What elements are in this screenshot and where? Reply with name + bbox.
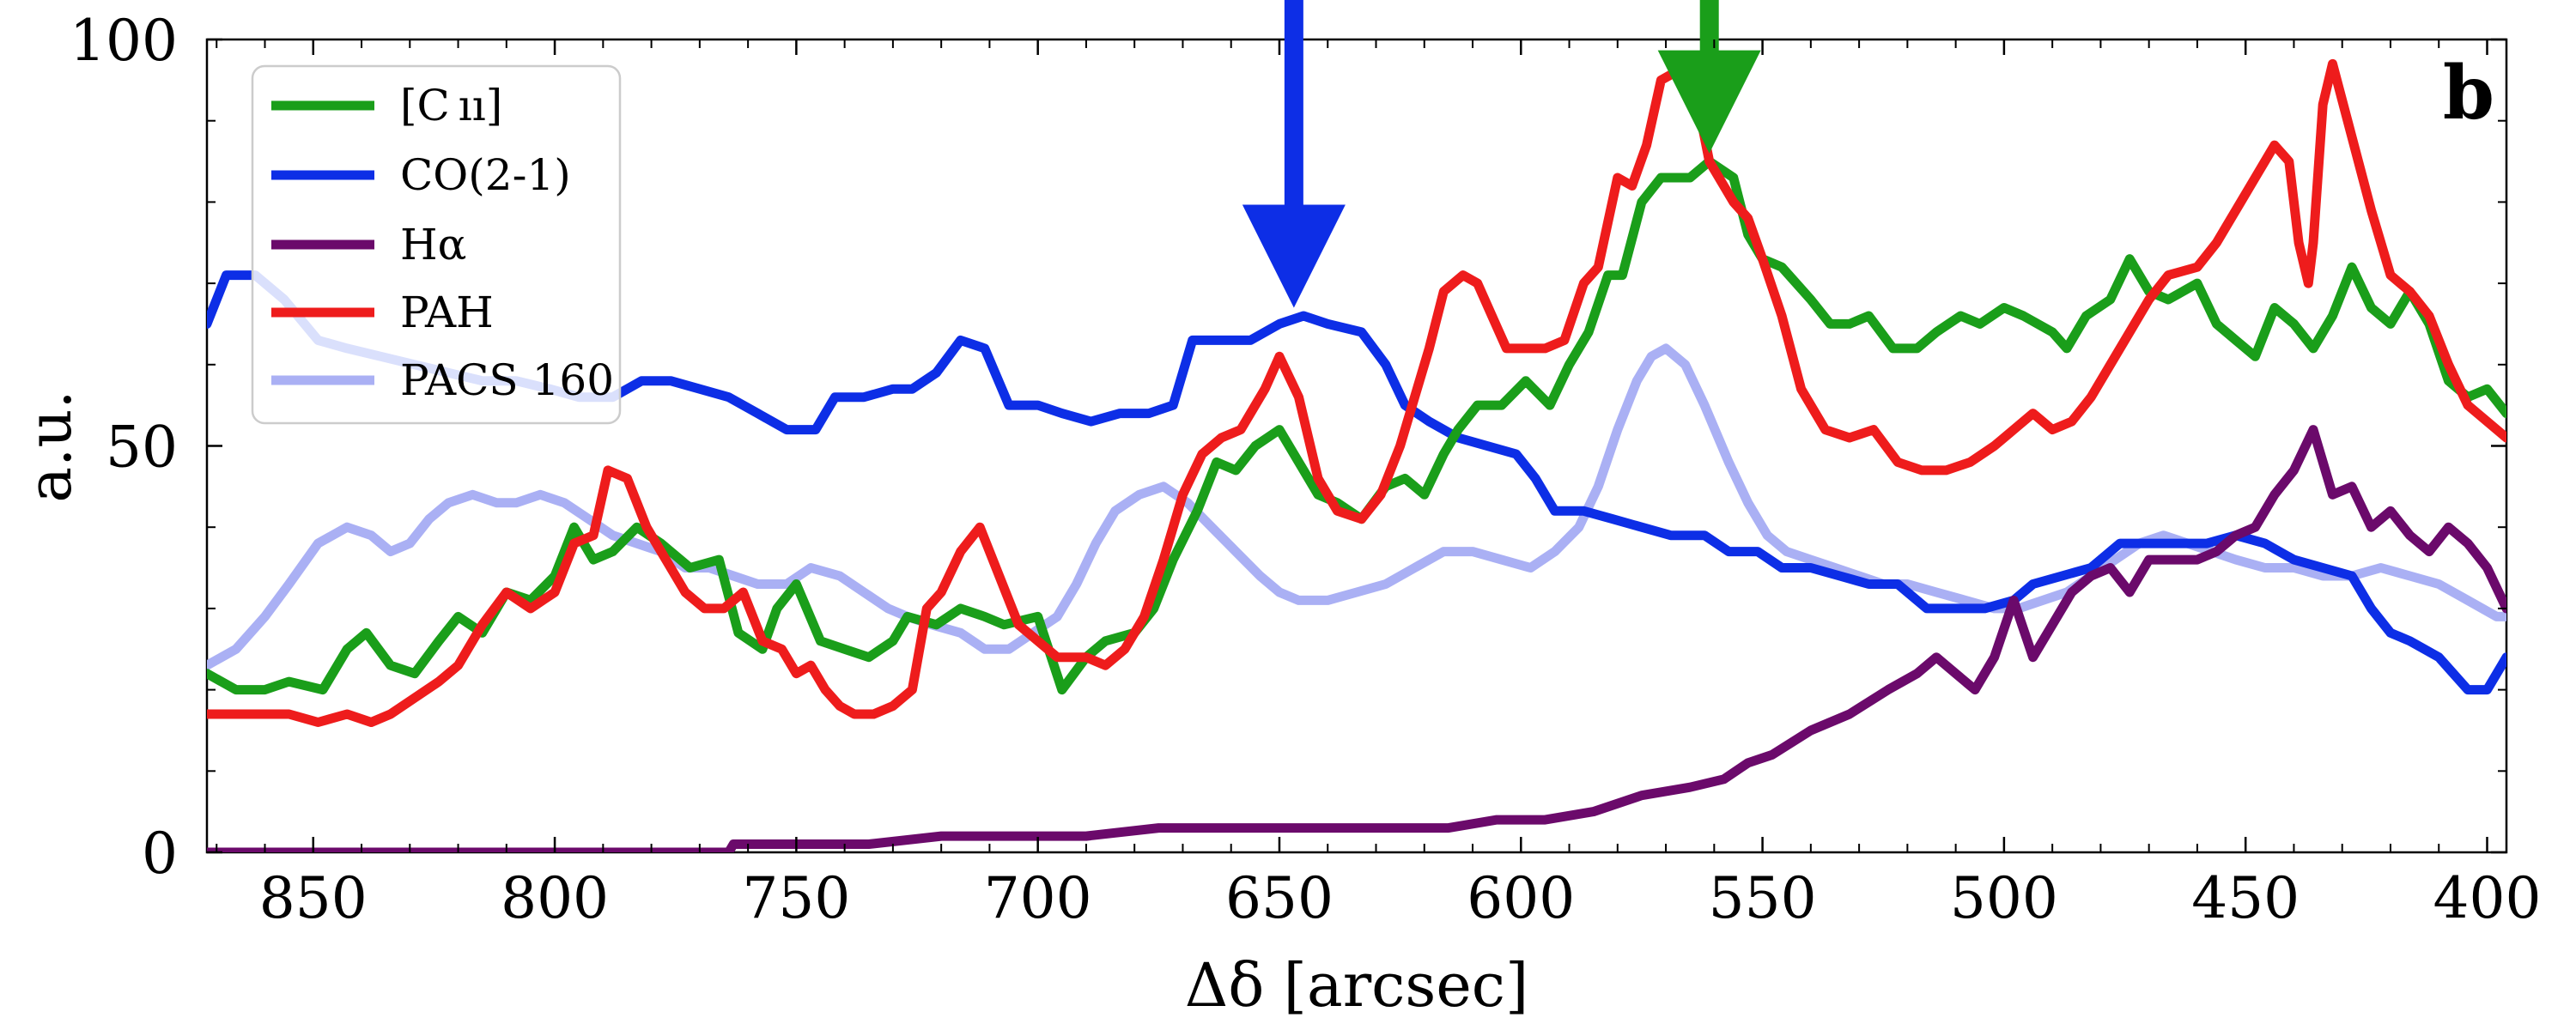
x-tick-label: 650 bbox=[1225, 865, 1334, 931]
legend-entry-pacs160: PACS 160 bbox=[271, 355, 614, 405]
x-axis-ticks: 850 800 750 700 650 600 550 500 450 400 bbox=[216, 39, 2541, 931]
arrow-shaft bbox=[1699, 0, 1719, 52]
series-line-pah bbox=[207, 58, 2506, 727]
y-axis-title: a.u. bbox=[15, 390, 85, 502]
series-line-co21 bbox=[207, 270, 2506, 695]
legend-entry-pah: PAH bbox=[271, 288, 494, 337]
arrow-head bbox=[1242, 204, 1346, 308]
x-tick-label: 500 bbox=[1950, 865, 2058, 931]
series-line-halpha bbox=[207, 425, 2506, 852]
x-tick-label: 450 bbox=[2191, 865, 2300, 931]
legend-entry-co21: CO(2-1) bbox=[271, 150, 571, 200]
arrow-head bbox=[1657, 50, 1761, 154]
panel-label: b bbox=[2443, 50, 2494, 136]
annotation-arrow bbox=[1242, 0, 1346, 308]
legend-label: [C ıı] bbox=[400, 81, 502, 130]
x-tick-label: 600 bbox=[1467, 865, 1575, 931]
legend: [C ıı] CO(2-1) Hα PAH PACS 160 bbox=[251, 64, 622, 425]
y-tick-label: 0 bbox=[142, 821, 178, 887]
y-axis-ticks: 0 50 100 bbox=[70, 8, 2506, 887]
x-tick-label: 800 bbox=[501, 865, 609, 931]
legend-label: PAH bbox=[400, 288, 494, 337]
annotation-arrows bbox=[1242, 0, 1761, 308]
annotation-arrow bbox=[1657, 0, 1761, 154]
x-axis-title: Δδ [arcsec] bbox=[1185, 950, 1529, 1021]
x-tick-label: 750 bbox=[742, 865, 850, 931]
legend-label: Hα bbox=[400, 220, 466, 270]
x-tick-label: 550 bbox=[1709, 865, 1817, 931]
series-group bbox=[207, 58, 2506, 852]
x-tick-label: 400 bbox=[2433, 865, 2542, 931]
x-tick-label: 850 bbox=[259, 865, 368, 931]
legend-label: PACS 160 bbox=[400, 355, 614, 405]
legend-box bbox=[251, 64, 622, 425]
x-tick-label: 700 bbox=[984, 865, 1092, 931]
legend-entry-cii: [C ıı] bbox=[271, 81, 502, 130]
legend-label: CO(2-1) bbox=[400, 150, 571, 200]
legend-entry-halpha: Hα bbox=[271, 220, 466, 270]
y-tick-label: 50 bbox=[106, 415, 178, 481]
arrow-shaft bbox=[1284, 0, 1303, 207]
y-tick-label: 100 bbox=[70, 8, 178, 74]
